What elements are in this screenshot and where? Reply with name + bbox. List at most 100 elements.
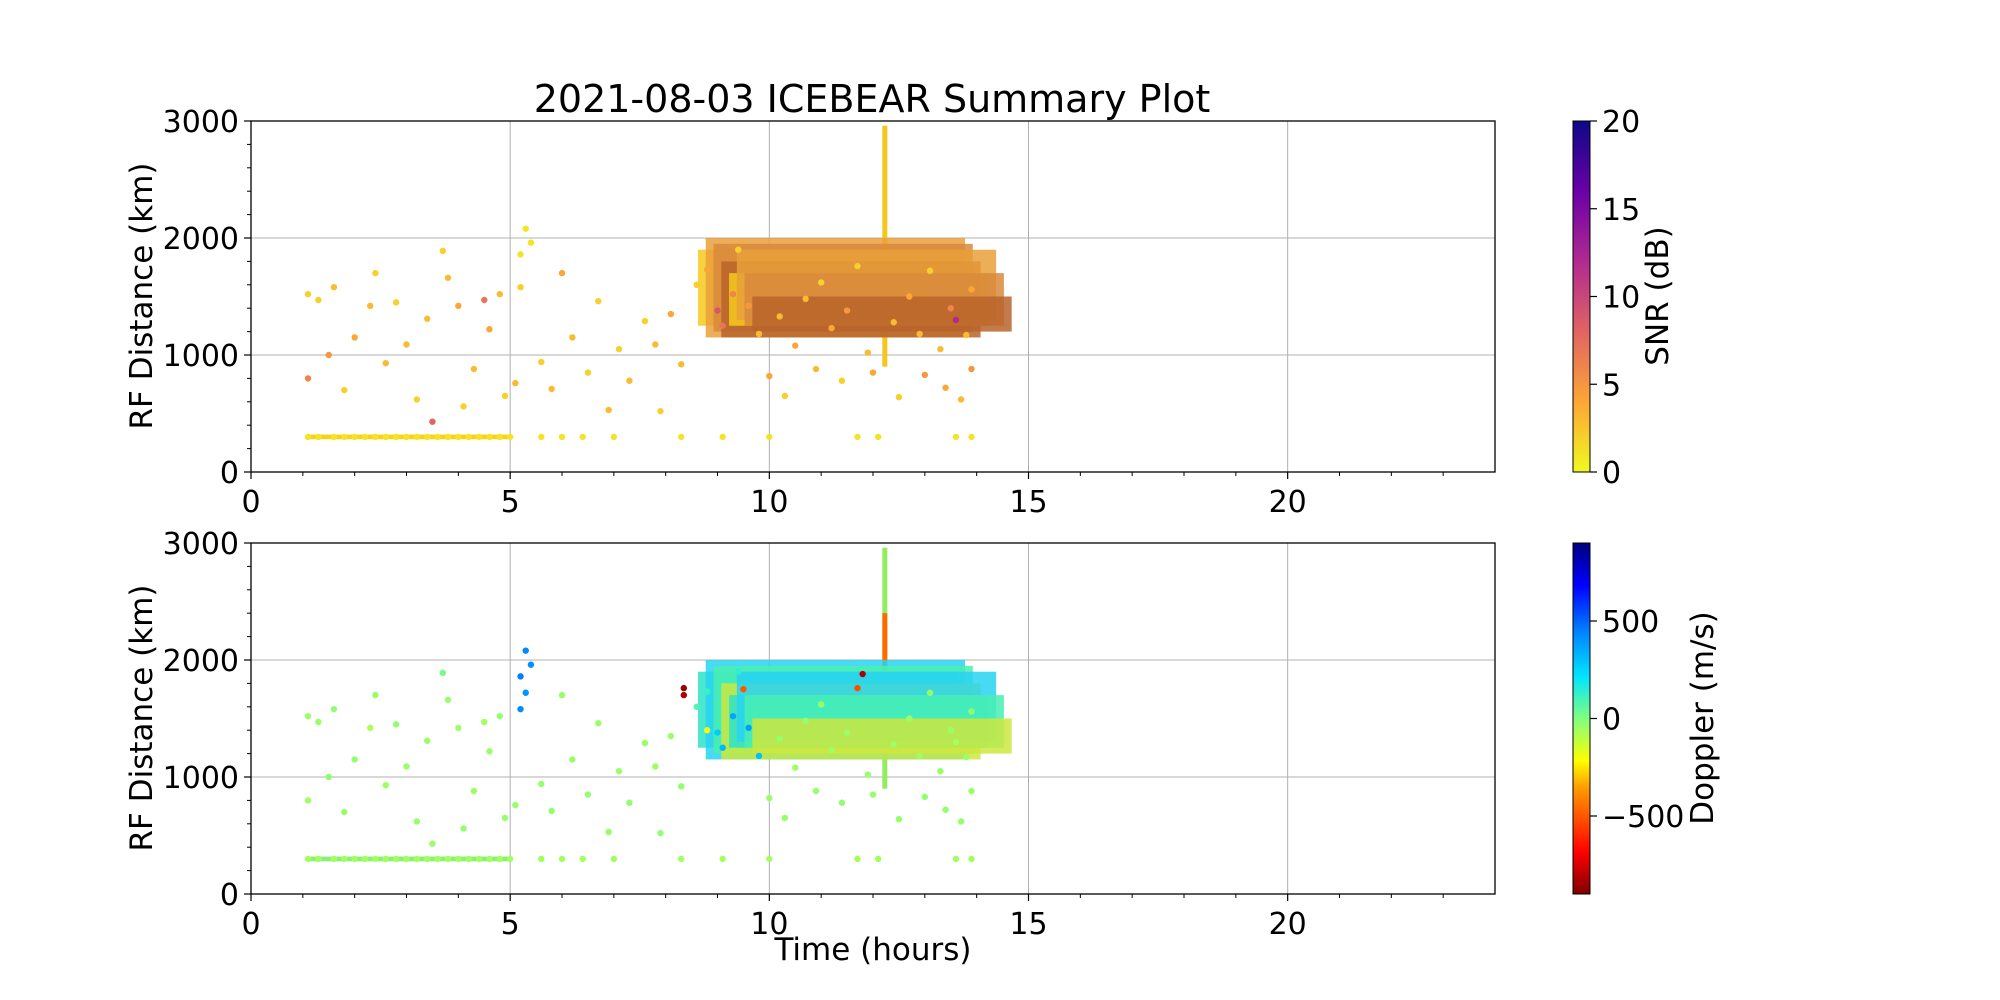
data-point [703, 727, 711, 734]
colorbar-tick-label: −500 [1602, 800, 1684, 835]
data-point [968, 787, 975, 795]
data-point [522, 689, 529, 696]
data-point [890, 319, 897, 326]
data-point [315, 296, 322, 304]
data-point [465, 433, 472, 441]
data-point [527, 239, 535, 246]
data-point [538, 358, 545, 366]
y-tick-label: 2000 [163, 222, 239, 257]
data-point [455, 724, 462, 732]
data-point [475, 855, 483, 863]
data-point [729, 712, 737, 720]
snr-panel: 0 5 10 15 20 0 1000 2000 3000 RF Distance (km) 0… [124, 105, 1676, 520]
y-tick-label: 1000 [163, 761, 239, 796]
data-point [952, 433, 960, 441]
data-point [703, 688, 711, 695]
data-point [367, 302, 374, 310]
colorbar-tick-label: 15 [1602, 193, 1640, 228]
data-point [615, 767, 623, 775]
data-point [527, 661, 535, 668]
data-point [817, 279, 825, 286]
data-point [325, 773, 332, 781]
data-point [843, 307, 851, 314]
data-point [916, 330, 923, 338]
data-point [937, 345, 944, 353]
data-point [719, 433, 726, 441]
snr-scatter-points [304, 225, 975, 441]
colorbar-tick-label: 0 [1602, 456, 1621, 491]
snr-y-axis-label: RF Distance (km) [124, 163, 160, 430]
data-point [703, 266, 711, 273]
snr-axis-ticks: 0 5 10 15 20 0 1000 2000 3000 [163, 105, 1444, 520]
data-point [569, 756, 576, 763]
y-tick-label: 1000 [163, 339, 239, 374]
data-point [652, 341, 659, 348]
data-point [693, 281, 700, 288]
data-point [952, 738, 960, 746]
data-point [382, 781, 389, 789]
data-point [501, 814, 509, 822]
data-point [538, 780, 545, 788]
doppler-y-axis-label: RF Distance (km) [124, 585, 160, 852]
data-point [641, 317, 649, 325]
doppler-colorbar-gradient [1572, 542, 1591, 895]
data-point [626, 799, 633, 806]
data-point [538, 433, 545, 441]
data-point [579, 855, 586, 863]
data-point [455, 855, 462, 863]
data-point [869, 791, 877, 798]
data-point [372, 433, 379, 441]
data-point [719, 322, 726, 329]
data-point [874, 855, 882, 863]
data-point [937, 767, 944, 775]
data-point [766, 372, 773, 380]
data-point [341, 855, 348, 863]
doppler-colorbar-ticks: −500 0 500 [1590, 605, 1684, 835]
data-point [968, 433, 975, 441]
data-point [330, 433, 338, 441]
data-point [517, 251, 524, 258]
data-point [486, 748, 493, 755]
doppler-x-axis-label: Time (hours) [773, 932, 971, 968]
data-point [615, 345, 623, 353]
x-tick-label: 20 [1269, 485, 1307, 520]
data-point [439, 669, 446, 677]
data-point [429, 840, 436, 847]
data-point [906, 715, 913, 722]
data-point [392, 855, 400, 863]
doppler-panel: 0 5 10 15 20 0 1000 2000 3000 RF Distance (km) T… [124, 527, 1721, 968]
data-point [315, 433, 322, 441]
y-tick-label: 3000 [163, 105, 239, 140]
data-point [957, 818, 965, 825]
data-point [486, 433, 493, 441]
data-point [470, 787, 478, 795]
data-point [890, 741, 897, 748]
colorbar-tick-label: 10 [1602, 281, 1640, 316]
data-point [475, 433, 483, 441]
data-point [610, 433, 618, 441]
y-tick-label: 0 [220, 456, 239, 491]
data-point [434, 855, 441, 863]
x-tick-label: 0 [241, 907, 260, 942]
x-tick-label: 5 [501, 485, 520, 520]
snr-dense-bands [305, 125, 1012, 440]
data-point [486, 326, 493, 333]
data-point [916, 752, 923, 760]
data-point [952, 855, 960, 863]
data-point [579, 433, 586, 441]
data-point [517, 705, 524, 713]
data-point [854, 855, 861, 863]
data-point [361, 855, 369, 863]
data-point [859, 670, 866, 678]
data-point [605, 406, 612, 414]
doppler-colorbar-label: Doppler (m/s) [1685, 611, 1721, 824]
data-point [506, 855, 514, 863]
colorbar-tick-label: 5 [1602, 368, 1621, 403]
data-point [372, 691, 379, 699]
data-point [506, 433, 514, 441]
data-point [548, 385, 555, 393]
data-point [429, 418, 436, 425]
x-tick-label: 10 [750, 907, 788, 942]
data-point [610, 855, 618, 863]
data-point [351, 855, 358, 863]
